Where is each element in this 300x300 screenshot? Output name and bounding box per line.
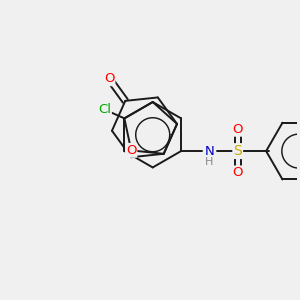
- Text: O: O: [126, 144, 136, 157]
- Text: Cl: Cl: [98, 103, 111, 116]
- Text: O: O: [232, 123, 243, 136]
- Text: O: O: [104, 72, 115, 85]
- Text: H: H: [205, 157, 214, 167]
- Text: S: S: [233, 144, 242, 158]
- Text: O: O: [232, 167, 243, 179]
- Text: N: N: [205, 145, 214, 158]
